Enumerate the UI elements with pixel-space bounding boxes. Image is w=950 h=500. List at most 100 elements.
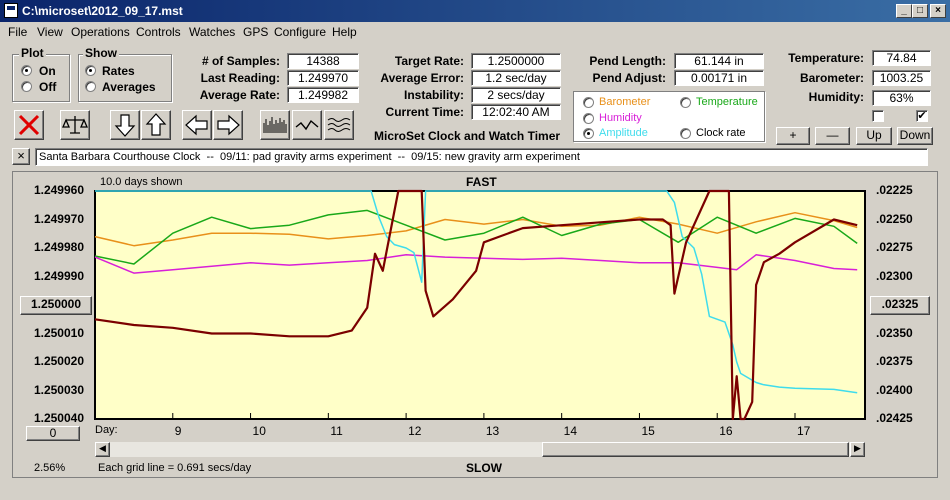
- y-tick-left-label: 1.249960: [33, 183, 84, 197]
- arrow-left-icon: [185, 114, 208, 136]
- temperature-radio[interactable]: [680, 97, 691, 108]
- day-label: Day:: [95, 424, 118, 436]
- y-tick-left-label: 1.250020: [33, 354, 84, 368]
- y-tick-right-label: .02300: [876, 268, 913, 283]
- plot-area: [94, 190, 866, 420]
- scroll-right-button[interactable]: ▶: [850, 442, 865, 457]
- average-rate-label: Average Rate:: [199, 88, 280, 102]
- humidity-field: 63%: [872, 90, 931, 106]
- average-rate-field: 1.249982: [287, 87, 359, 103]
- up-arrow-button[interactable]: [141, 110, 171, 140]
- left-checkbox[interactable]: [872, 110, 884, 122]
- percent-label: 2.56%: [34, 462, 66, 474]
- menu-help[interactable]: Help: [332, 25, 357, 39]
- right-arrow-button[interactable]: [213, 110, 243, 140]
- clear-button[interactable]: [14, 110, 44, 140]
- show-averages-radio[interactable]: [85, 81, 96, 92]
- clear-description-button[interactable]: ×: [12, 148, 30, 165]
- series-layer: [94, 189, 858, 421]
- y-tick-right-label: .02275: [876, 240, 913, 254]
- scroll-left-button[interactable]: ◀: [95, 442, 110, 457]
- app-icon: [4, 3, 18, 18]
- scroll-thumb[interactable]: [542, 442, 849, 457]
- instability-label: Instability:: [403, 88, 464, 102]
- down-button[interactable]: Down: [897, 127, 933, 145]
- show-rates-radio[interactable]: [85, 65, 96, 76]
- minus-button[interactable]: —: [815, 127, 850, 145]
- wave-view-button[interactable]: [292, 110, 322, 140]
- samples-label: # of Samples:: [201, 54, 280, 68]
- plus-button[interactable]: +: [776, 127, 810, 145]
- pend-adjust-field: 0.00171 in: [674, 70, 764, 86]
- average-error-field: 1.2 sec/day: [471, 70, 561, 86]
- humidity-label: Humidity:: [808, 90, 864, 104]
- clear-x-icon: [18, 114, 40, 136]
- clock-rate-radio[interactable]: [680, 128, 691, 139]
- show-rates-label: Rates: [102, 64, 135, 78]
- barometer-option-label: Barometer: [599, 96, 651, 108]
- x-tick-label: 10: [252, 424, 266, 438]
- chart-panel: [12, 171, 938, 478]
- fast-label: FAST: [466, 175, 497, 189]
- plot-off-radio[interactable]: [21, 81, 32, 92]
- barometer-label: Barometer:: [799, 71, 864, 85]
- minimize-button[interactable]: _: [896, 4, 912, 18]
- zero-button[interactable]: 0: [26, 426, 80, 441]
- x-tick-label: 11: [330, 424, 343, 438]
- bars-view-button[interactable]: [260, 110, 290, 140]
- menu-watches[interactable]: Watches: [189, 25, 236, 39]
- temperature-option-label: Temperature: [696, 96, 758, 108]
- menu-gps[interactable]: GPS: [243, 25, 269, 39]
- x-tick-label: 13: [485, 424, 500, 438]
- center-left-button[interactable]: 1.250000: [20, 296, 92, 315]
- plot-group-title: Plot: [19, 46, 46, 60]
- average-error-label: Average Error:: [380, 71, 464, 85]
- last-reading-field: 1.249970: [287, 70, 359, 86]
- y-tick-left-label: 1.249970: [33, 211, 84, 226]
- slow-label: SLOW: [466, 461, 502, 475]
- current-time-label: Current Time:: [385, 105, 464, 119]
- horizontal-scrollbar[interactable]: ◀ ▶: [95, 442, 865, 457]
- balance-scale-icon: [62, 116, 88, 134]
- title-bar: C:\microset\2012_09_17.mst _ □ ×: [0, 0, 950, 22]
- y-tick-right-label: .02225: [876, 183, 913, 197]
- y-tick-right-label: .02350: [876, 325, 913, 340]
- multi-wave-icon: [327, 118, 351, 132]
- balance-button[interactable]: [60, 110, 90, 140]
- description-field[interactable]: Santa Barbara Courthouse Clock -- 09/11:…: [35, 148, 928, 166]
- y-tick-right-label: .02250: [876, 211, 913, 226]
- menu-operations[interactable]: Operations: [71, 25, 130, 39]
- maximize-button[interactable]: □: [912, 4, 928, 18]
- last-reading-label: Last Reading:: [200, 71, 280, 85]
- menu-bar: File View Operations Controls Watches GP…: [0, 22, 950, 42]
- days-shown-label: 10.0 days shown: [100, 176, 183, 188]
- multi-wave-view-button[interactable]: [324, 110, 354, 140]
- left-arrow-button[interactable]: [182, 110, 212, 140]
- up-button[interactable]: Up: [856, 127, 892, 145]
- menu-configure[interactable]: Configure: [274, 25, 327, 39]
- series-line-temperature: [94, 209, 858, 265]
- y-tick-left-label: 1.250010: [33, 325, 84, 340]
- right-checkbox[interactable]: ✔: [916, 110, 928, 122]
- target-rate-label: Target Rate:: [394, 54, 464, 68]
- down-arrow-button[interactable]: [110, 110, 140, 140]
- plot-on-radio[interactable]: [21, 65, 32, 76]
- y-tick-right-label: .02375: [876, 354, 913, 368]
- sensor-options-box: [573, 91, 765, 142]
- menu-view[interactable]: View: [37, 25, 63, 39]
- amplitude-option-label: Amplitude: [599, 127, 648, 139]
- menu-file[interactable]: File: [8, 25, 28, 39]
- series-line-humidity: [94, 254, 858, 274]
- app-name-label: MicroSet Clock and Watch Timer: [374, 129, 561, 143]
- y-tick-left-label: 1.250040: [33, 411, 84, 425]
- amplitude-radio[interactable]: [583, 128, 594, 139]
- humidity-radio[interactable]: [583, 113, 594, 124]
- series-line-barometer: [94, 211, 858, 247]
- barometer-radio[interactable]: [583, 97, 594, 108]
- close-button[interactable]: ×: [930, 4, 946, 18]
- x-tick-label: 12: [408, 424, 422, 438]
- menu-controls[interactable]: Controls: [136, 25, 181, 39]
- center-right-button[interactable]: .02325: [870, 296, 930, 315]
- y-tick-left-label: 1.250030: [33, 382, 84, 397]
